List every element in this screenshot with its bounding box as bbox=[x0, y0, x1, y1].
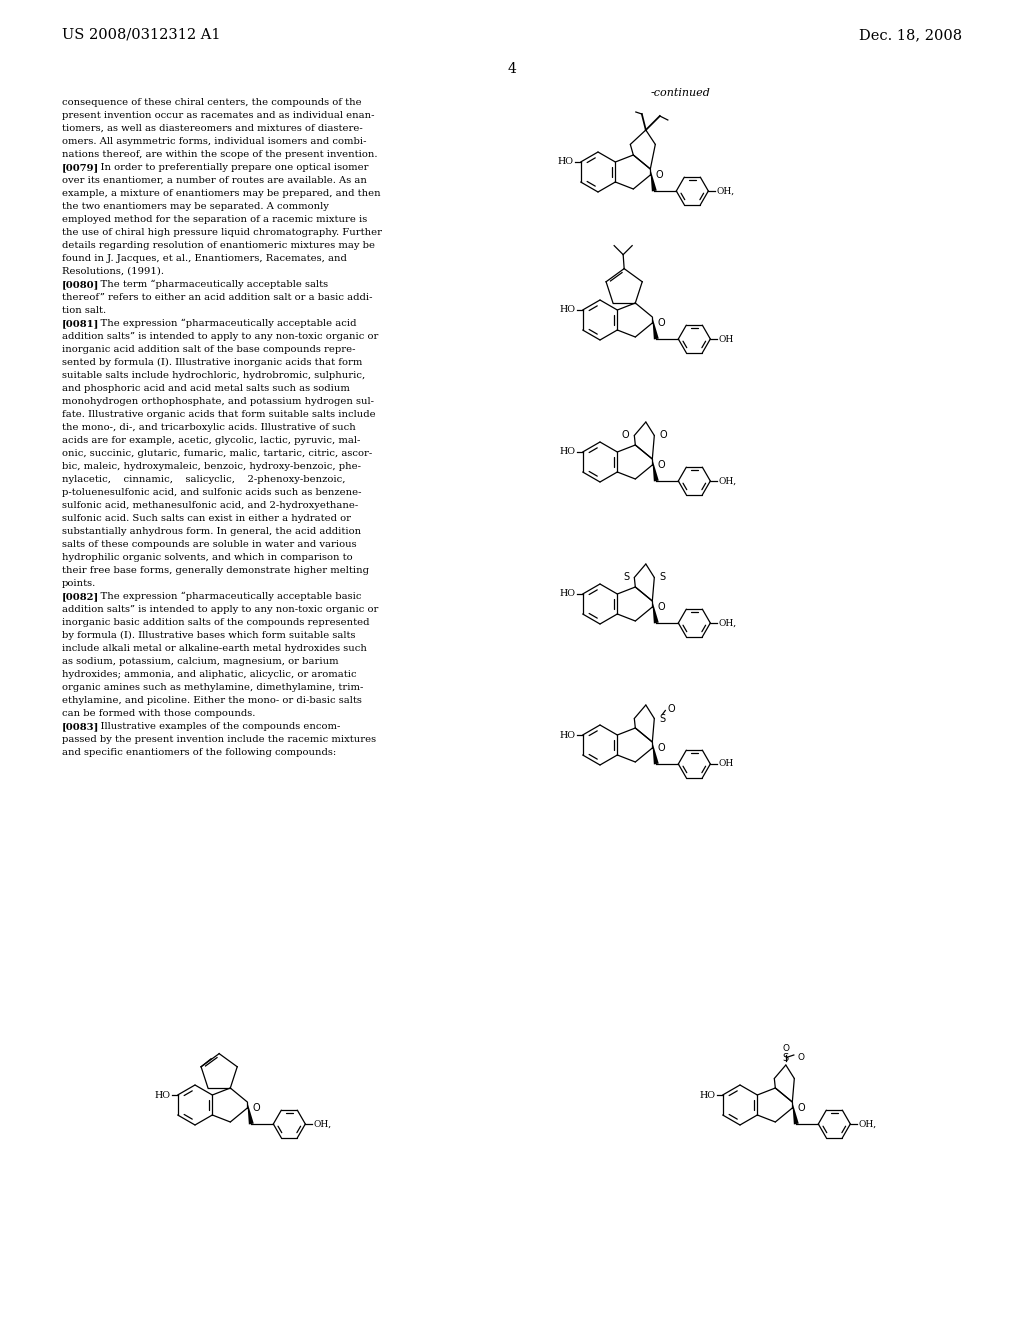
Text: sulfonic acid, methanesulfonic acid, and 2-hydroxyethane-: sulfonic acid, methanesulfonic acid, and… bbox=[62, 502, 358, 510]
Text: sulfonic acid. Such salts can exist in either a hydrated or: sulfonic acid. Such salts can exist in e… bbox=[62, 513, 351, 523]
Polygon shape bbox=[652, 742, 658, 764]
Text: -continued: -continued bbox=[651, 88, 711, 98]
Text: HO: HO bbox=[558, 157, 573, 166]
Text: HO: HO bbox=[699, 1090, 716, 1100]
Text: organic amines such as methylamine, dimethylamine, trim-: organic amines such as methylamine, dime… bbox=[62, 682, 364, 692]
Text: [0080]: [0080] bbox=[62, 280, 99, 289]
Text: passed by the present invention include the racemic mixtures: passed by the present invention include … bbox=[62, 735, 376, 744]
Text: O: O bbox=[622, 430, 630, 441]
Text: HO: HO bbox=[560, 590, 575, 598]
Text: addition salts” is intended to apply to any non-toxic organic or: addition salts” is intended to apply to … bbox=[62, 333, 379, 341]
Text: and specific enantiomers of the following compounds:: and specific enantiomers of the followin… bbox=[62, 748, 336, 756]
Text: the use of chiral high pressure liquid chromatography. Further: the use of chiral high pressure liquid c… bbox=[62, 228, 382, 238]
Text: 4: 4 bbox=[508, 62, 516, 77]
Polygon shape bbox=[652, 459, 658, 482]
Text: details regarding resolution of enantiomeric mixtures may be: details regarding resolution of enantiom… bbox=[62, 242, 375, 249]
Text: S: S bbox=[659, 573, 666, 582]
Text: [0082]: [0082] bbox=[62, 591, 99, 601]
Text: inorganic acid addition salt of the base compounds repre-: inorganic acid addition salt of the base… bbox=[62, 345, 355, 354]
Text: OH,: OH, bbox=[858, 1119, 877, 1129]
Text: O: O bbox=[657, 318, 665, 327]
Text: The expression “pharmaceutically acceptable acid: The expression “pharmaceutically accepta… bbox=[88, 319, 356, 329]
Text: In order to preferentially prepare one optical isomer: In order to preferentially prepare one o… bbox=[88, 162, 369, 172]
Text: S: S bbox=[624, 573, 630, 582]
Text: S: S bbox=[782, 1053, 788, 1063]
Text: omers. All asymmetric forms, individual isomers and combi-: omers. All asymmetric forms, individual … bbox=[62, 137, 367, 147]
Text: suitable salts include hydrochloric, hydrobromic, sulphuric,: suitable salts include hydrochloric, hyd… bbox=[62, 371, 366, 380]
Text: HO: HO bbox=[560, 730, 575, 739]
Text: can be formed with those compounds.: can be formed with those compounds. bbox=[62, 709, 255, 718]
Text: OH,: OH, bbox=[718, 619, 736, 627]
Text: thereof” refers to either an acid addition salt or a basic addi-: thereof” refers to either an acid additi… bbox=[62, 293, 373, 302]
Text: example, a mixture of enantiomers may be prepared, and then: example, a mixture of enantiomers may be… bbox=[62, 189, 381, 198]
Text: O: O bbox=[782, 1044, 790, 1053]
Text: salts of these compounds are soluble in water and various: salts of these compounds are soluble in … bbox=[62, 540, 356, 549]
Text: S: S bbox=[659, 714, 666, 723]
Text: OH: OH bbox=[718, 759, 733, 768]
Polygon shape bbox=[650, 169, 656, 191]
Text: ethylamine, and picoline. Either the mono- or di-basic salts: ethylamine, and picoline. Either the mon… bbox=[62, 696, 361, 705]
Text: substantially anhydrous form. In general, the acid addition: substantially anhydrous form. In general… bbox=[62, 527, 361, 536]
Text: O: O bbox=[657, 743, 665, 752]
Text: hydrophilic organic solvents, and which in comparison to: hydrophilic organic solvents, and which … bbox=[62, 553, 352, 562]
Text: include alkali metal or alkaline-earth metal hydroxides such: include alkali metal or alkaline-earth m… bbox=[62, 644, 367, 653]
Text: nations thereof, are within the scope of the present invention.: nations thereof, are within the scope of… bbox=[62, 150, 378, 158]
Text: their free base forms, generally demonstrate higher melting: their free base forms, generally demonst… bbox=[62, 566, 369, 576]
Text: as sodium, potassium, calcium, magnesium, or barium: as sodium, potassium, calcium, magnesium… bbox=[62, 657, 339, 667]
Text: Illustrative examples of the compounds encom-: Illustrative examples of the compounds e… bbox=[88, 722, 340, 731]
Text: employed method for the separation of a racemic mixture is: employed method for the separation of a … bbox=[62, 215, 368, 224]
Text: by formula (I). Illustrative bases which form suitable salts: by formula (I). Illustrative bases which… bbox=[62, 631, 355, 640]
Text: HO: HO bbox=[560, 305, 575, 314]
Text: O: O bbox=[655, 170, 663, 180]
Text: The expression “pharmaceutically acceptable basic: The expression “pharmaceutically accepta… bbox=[88, 591, 361, 602]
Text: O: O bbox=[659, 430, 667, 441]
Text: US 2008/0312312 A1: US 2008/0312312 A1 bbox=[62, 28, 220, 42]
Text: O: O bbox=[798, 1052, 805, 1061]
Text: inorganic basic addition salts of the compounds represented: inorganic basic addition salts of the co… bbox=[62, 618, 370, 627]
Text: points.: points. bbox=[62, 579, 96, 587]
Polygon shape bbox=[793, 1102, 799, 1125]
Text: nylacetic,    cinnamic,    salicyclic,    2-phenoxy-benzoic,: nylacetic, cinnamic, salicyclic, 2-pheno… bbox=[62, 475, 345, 484]
Text: monohydrogen orthophosphate, and potassium hydrogen sul-: monohydrogen orthophosphate, and potassi… bbox=[62, 397, 374, 407]
Text: acids are for example, acetic, glycolic, lactic, pyruvic, mal-: acids are for example, acetic, glycolic,… bbox=[62, 436, 360, 445]
Text: and phosphoric acid and acid metal salts such as sodium: and phosphoric acid and acid metal salts… bbox=[62, 384, 350, 393]
Text: O: O bbox=[668, 704, 675, 714]
Text: hydroxides; ammonia, and aliphatic, alicyclic, or aromatic: hydroxides; ammonia, and aliphatic, alic… bbox=[62, 671, 356, 678]
Text: O: O bbox=[252, 1104, 260, 1113]
Text: O: O bbox=[798, 1104, 805, 1113]
Text: consequence of these chiral centers, the compounds of the: consequence of these chiral centers, the… bbox=[62, 98, 361, 107]
Text: [0079]: [0079] bbox=[62, 162, 99, 172]
Text: The term “pharmaceutically acceptable salts: The term “pharmaceutically acceptable sa… bbox=[88, 280, 328, 289]
Text: fate. Illustrative organic acids that form suitable salts include: fate. Illustrative organic acids that fo… bbox=[62, 411, 376, 418]
Text: tiomers, as well as diastereomers and mixtures of diastere-: tiomers, as well as diastereomers and mi… bbox=[62, 124, 362, 133]
Polygon shape bbox=[248, 1102, 254, 1125]
Text: present invention occur as racemates and as individual enan-: present invention occur as racemates and… bbox=[62, 111, 375, 120]
Text: found in J. Jacques, et al., Enantiomers, Racemates, and: found in J. Jacques, et al., Enantiomers… bbox=[62, 253, 347, 263]
Text: HO: HO bbox=[560, 447, 575, 457]
Text: [0083]: [0083] bbox=[62, 722, 99, 731]
Text: [0081]: [0081] bbox=[62, 319, 99, 327]
Text: tion salt.: tion salt. bbox=[62, 306, 106, 315]
Text: O: O bbox=[657, 602, 665, 612]
Text: Resolutions, (1991).: Resolutions, (1991). bbox=[62, 267, 164, 276]
Text: OH: OH bbox=[718, 334, 733, 343]
Text: OH,: OH, bbox=[718, 477, 736, 486]
Text: OH,: OH, bbox=[313, 1119, 332, 1129]
Text: O: O bbox=[657, 459, 665, 470]
Text: onic, succinic, glutaric, fumaric, malic, tartaric, citric, ascor-: onic, succinic, glutaric, fumaric, malic… bbox=[62, 449, 373, 458]
Text: p-toluenesulfonic acid, and sulfonic acids such as benzene-: p-toluenesulfonic acid, and sulfonic aci… bbox=[62, 488, 361, 498]
Text: sented by formula (I). Illustrative inorganic acids that form: sented by formula (I). Illustrative inor… bbox=[62, 358, 362, 367]
Text: OH,: OH, bbox=[717, 186, 734, 195]
Text: Dec. 18, 2008: Dec. 18, 2008 bbox=[859, 28, 962, 42]
Polygon shape bbox=[652, 601, 658, 623]
Text: the mono-, di-, and tricarboxylic acids. Illustrative of such: the mono-, di-, and tricarboxylic acids.… bbox=[62, 422, 355, 432]
Text: the two enantiomers may be separated. A commonly: the two enantiomers may be separated. A … bbox=[62, 202, 329, 211]
Text: over its enantiomer, a number of routes are available. As an: over its enantiomer, a number of routes … bbox=[62, 176, 367, 185]
Polygon shape bbox=[652, 317, 658, 339]
Text: addition salts” is intended to apply to any non-toxic organic or: addition salts” is intended to apply to … bbox=[62, 605, 379, 614]
Text: bic, maleic, hydroxymaleic, benzoic, hydroxy-benzoic, phe-: bic, maleic, hydroxymaleic, benzoic, hyd… bbox=[62, 462, 361, 471]
Text: HO: HO bbox=[155, 1090, 171, 1100]
